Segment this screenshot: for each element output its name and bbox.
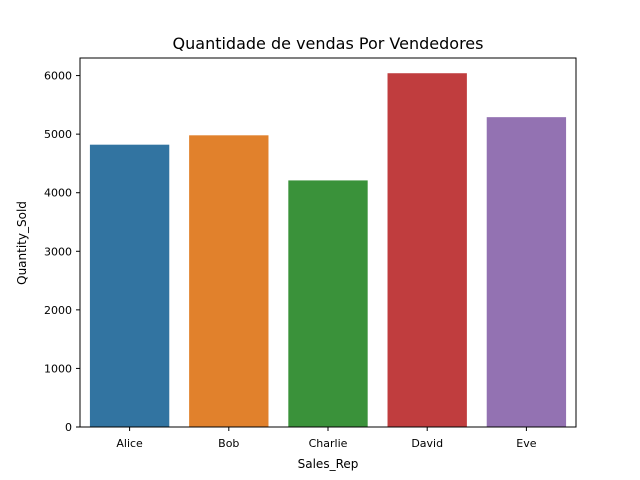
x-tick-label: Alice — [116, 437, 143, 450]
y-tick-label: 6000 — [44, 70, 72, 83]
x-tick-label: David — [411, 437, 443, 450]
bar-bob — [189, 135, 269, 428]
chart-title: Quantidade de vendas Por Vendedores — [173, 34, 484, 53]
y-tick-label: 2000 — [44, 304, 72, 317]
y-axis-label: Quantity_Sold — [15, 201, 29, 285]
x-tick-label: Eve — [516, 437, 536, 450]
bar-alice — [89, 144, 170, 427]
bar-charlie — [288, 180, 368, 427]
x-axis-label: Sales_Rep — [298, 457, 359, 471]
bars-group — [89, 73, 567, 428]
bar-eve — [486, 117, 567, 428]
x-tick-label: Bob — [218, 437, 239, 450]
y-axis: 0 1000 2000 3000 4000 5000 6000 — [44, 70, 80, 434]
y-tick-label: 1000 — [44, 362, 72, 375]
x-tick-label: Charlie — [309, 437, 348, 450]
y-tick-label: 5000 — [44, 128, 72, 141]
x-axis: Alice Bob Charlie David Eve — [116, 427, 537, 450]
y-tick-label: 0 — [65, 421, 72, 434]
y-tick-label: 3000 — [44, 245, 72, 258]
bar-david — [387, 73, 467, 427]
y-tick-label: 4000 — [44, 187, 72, 200]
plot-frame — [79, 57, 577, 428]
